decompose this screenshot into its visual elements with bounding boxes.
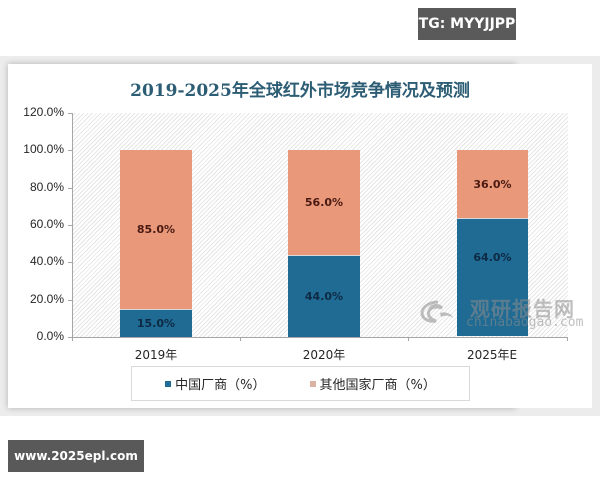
y-tick-label: 40.0% bbox=[29, 254, 64, 268]
bar-2020-china: 44.0% bbox=[288, 255, 360, 337]
x-axis bbox=[68, 337, 568, 338]
bar-2025e-other: 36.0% bbox=[457, 150, 528, 218]
bottom-watermark-tag: www.2025epl.com bbox=[8, 440, 144, 472]
y-tick bbox=[68, 262, 72, 263]
y-tick bbox=[68, 300, 72, 301]
x-category-label: 2019年 bbox=[134, 348, 178, 362]
bar-label: 64.0% bbox=[473, 251, 512, 264]
y-tick-label: 0.0% bbox=[36, 329, 64, 343]
bar-label: 36.0% bbox=[473, 177, 512, 191]
legend-swatch-other bbox=[309, 380, 316, 387]
y-tick-label: 120.0% bbox=[23, 105, 64, 119]
y-tick bbox=[68, 113, 72, 114]
bar-2020-other: 56.0% bbox=[288, 150, 360, 255]
y-tick bbox=[68, 150, 72, 151]
bar-label: 85.0% bbox=[136, 223, 176, 236]
y-axis bbox=[72, 113, 73, 338]
x-tick bbox=[72, 337, 73, 341]
x-tick bbox=[408, 337, 409, 341]
y-tick-label: 80.0% bbox=[29, 180, 64, 194]
x-category-label: 2025年E bbox=[466, 348, 518, 362]
bar-2019-other: 85.0% bbox=[120, 150, 192, 309]
bar-label: 44.0% bbox=[304, 290, 344, 303]
bar-2019-china: 15.0% bbox=[120, 309, 192, 337]
y-tick-label: 20.0% bbox=[29, 292, 64, 306]
x-tick bbox=[240, 337, 241, 341]
legend-label: 其他国家厂商（%） bbox=[319, 378, 436, 393]
bar-label: 15.0% bbox=[136, 317, 176, 330]
y-tick-label: 60.0% bbox=[29, 217, 64, 231]
bar-2025e-china: 64.0% bbox=[457, 218, 528, 336]
legend-item-china: 中国厂商（%） bbox=[165, 374, 266, 393]
y-tick-label: 100.0% bbox=[23, 142, 64, 156]
y-tick bbox=[68, 188, 72, 189]
chart-legend: 中国厂商（%） 其他国家厂商（%） bbox=[131, 366, 470, 401]
y-tick bbox=[68, 225, 72, 226]
bar-label: 56.0% bbox=[304, 196, 344, 209]
legend-label: 中国厂商（%） bbox=[175, 378, 266, 393]
chart-title: 2019-2025年全球红外市场竞争情况及预测 bbox=[130, 81, 470, 101]
x-category-label: 2020年 bbox=[302, 348, 346, 362]
legend-swatch-china bbox=[165, 380, 172, 387]
x-tick bbox=[567, 337, 568, 341]
top-watermark-tag: TG: MYYJJPP bbox=[418, 8, 516, 40]
legend-item-other: 其他国家厂商（%） bbox=[309, 374, 436, 393]
